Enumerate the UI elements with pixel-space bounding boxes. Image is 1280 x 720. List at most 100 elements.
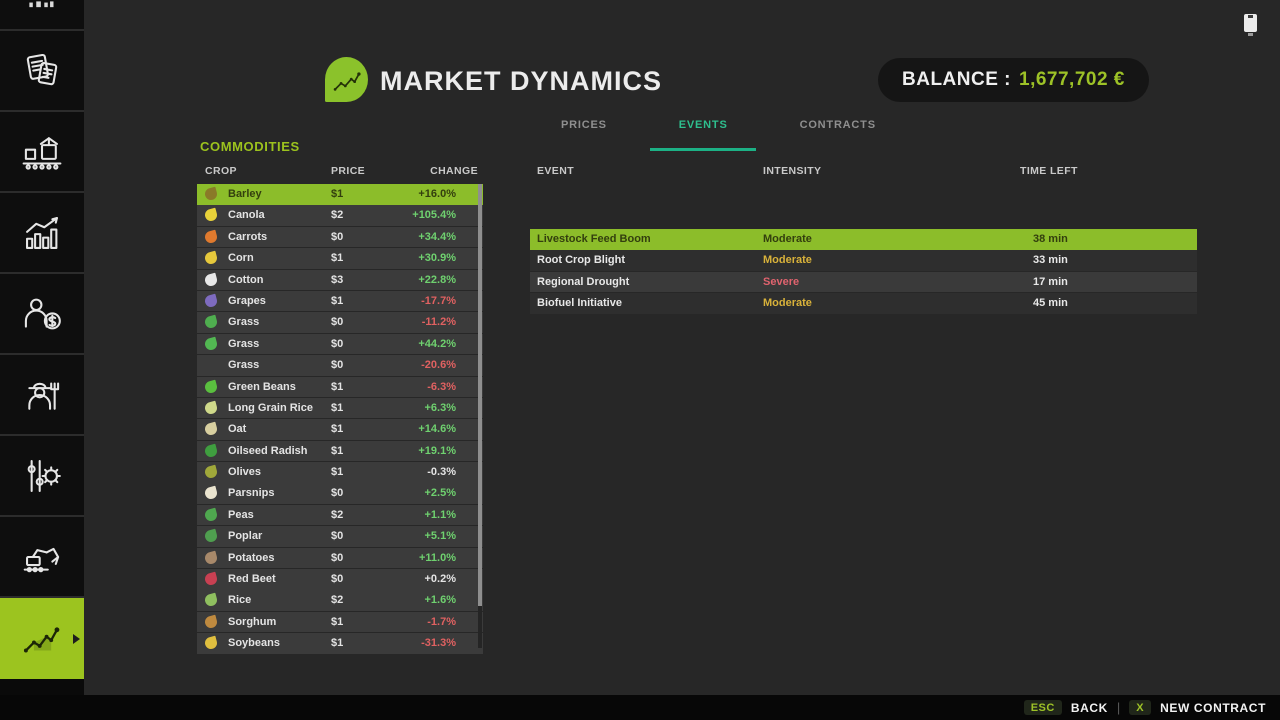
sidebar-item-construction[interactable] <box>0 517 84 598</box>
green-beans-icon <box>203 379 219 394</box>
barley-icon <box>203 186 219 202</box>
commodity-row-red-beet[interactable]: Red Beet $0 +0.2% <box>197 569 483 590</box>
crop-name: Sorghum <box>228 615 277 628</box>
corn-icon <box>203 250 219 266</box>
sorghum-icon <box>203 614 219 630</box>
crop-name: Poplar <box>228 530 263 543</box>
commodity-row-peas[interactable]: Peas $2 +1.1% <box>197 504 483 526</box>
sidebar-item-contracts[interactable] <box>0 31 84 112</box>
crop-change: +1.1% <box>424 508 457 521</box>
crop-name: Oat <box>228 423 247 436</box>
crop-name: Parsnips <box>228 487 275 500</box>
potato-icon <box>203 550 219 565</box>
crop-name: Oilseed Radish <box>228 444 308 457</box>
tab-prices[interactable]: PRICES <box>561 119 607 131</box>
event-name: Livestock Feed Boom <box>537 233 651 245</box>
workers-icon <box>19 372 65 418</box>
crop-change: +16.0% <box>418 188 456 200</box>
sidebar-item-sales[interactable] <box>0 274 84 355</box>
grass-icon <box>203 336 219 352</box>
commodity-row-parsnips[interactable]: Parsnips $0 +2.5% <box>197 483 483 504</box>
event-name: Root Crop Blight <box>537 254 625 267</box>
balance-value: 1,677,702 € <box>1019 69 1125 90</box>
footer-separator: | <box>1116 700 1121 715</box>
column-header-change: CHANGE <box>430 165 478 177</box>
sidebar-item-workers[interactable] <box>0 355 84 436</box>
commodity-row-grass[interactable]: Grass $0 -11.2% <box>197 312 483 333</box>
crop-change: +0.2% <box>424 573 457 586</box>
crop-name: Green Beans <box>228 380 296 393</box>
commodity-scrollbar[interactable] <box>478 184 482 648</box>
commodity-row-oilseed-radish[interactable]: Oilseed Radish $1 +19.1% <box>197 440 483 462</box>
tab-contracts[interactable]: CONTRACTS <box>799 119 876 131</box>
column-header-event: EVENT <box>537 165 575 177</box>
crop-price: $0 <box>331 337 344 350</box>
canola-icon <box>203 208 219 223</box>
crop-name: Carrots <box>228 230 268 243</box>
new-contract-label: NEW CONTRACT <box>1160 700 1266 715</box>
commodity-row-sorghum[interactable]: Sorghum $1 -1.7% <box>197 611 483 633</box>
balance-label: BALANCE : <box>902 69 1011 90</box>
event-row-biofuel-initiative[interactable]: Biofuel Initiative Moderate 45 min <box>530 293 1197 314</box>
commodity-row-cotton[interactable]: Cotton $3 +22.8% <box>197 269 483 291</box>
commodity-row-long-grain-rice[interactable]: Long Grain Rice $1 +6.3% <box>197 397 483 419</box>
crop-price: $0 <box>331 551 344 564</box>
crop-change: +22.8% <box>418 273 456 286</box>
commodity-row-potatoes[interactable]: Potatoes $0 +11.0% <box>197 547 483 569</box>
sidebar-item-production[interactable] <box>0 112 84 193</box>
commodity-row-olives[interactable]: Olives $1 -0.3% <box>197 462 483 483</box>
market-dynamics-logo-icon <box>325 57 368 102</box>
sidebar-item-animals[interactable] <box>0 0 84 31</box>
commodity-row-grass[interactable]: Grass $0 +44.2% <box>197 333 483 355</box>
crop-change: -6.3% <box>427 380 456 393</box>
commodity-row-grapes[interactable]: Grapes $1 -17.7% <box>197 290 483 312</box>
tab-events[interactable]: EVENTS <box>650 119 756 151</box>
commodity-row-poplar[interactable]: Poplar $0 +5.1% <box>197 526 483 547</box>
sidebar-item-settings[interactable] <box>0 436 84 517</box>
commodity-row-canola[interactable]: Canola $2 +105.4% <box>197 205 483 226</box>
event-row-regional-drought[interactable]: Regional Drought Severe 17 min <box>530 271 1197 293</box>
oilseed-radish-icon <box>203 443 219 459</box>
commodity-scrollbar-thumb[interactable] <box>478 184 482 606</box>
event-row-root-crop-blight[interactable]: Root Crop Blight Moderate 33 min <box>530 250 1197 271</box>
commodity-row-carrots[interactable]: Carrots $0 +34.4% <box>197 226 483 248</box>
event-row-livestock-feed-boom[interactable]: Livestock Feed Boom Moderate 38 min <box>530 229 1197 250</box>
battery-icon <box>1244 14 1257 36</box>
crop-price: $1 <box>331 252 344 265</box>
crop-name: Soybeans <box>228 637 280 650</box>
sidebar-item-statistics[interactable] <box>0 193 84 274</box>
crop-name: Barley <box>228 188 262 200</box>
olives-icon <box>203 464 219 480</box>
crop-price: $1 <box>331 444 344 457</box>
crop-price: $3 <box>331 273 344 286</box>
animals-partial-icon <box>19 0 65 12</box>
crop-price: $1 <box>331 637 344 650</box>
commodity-row-grass[interactable]: Grass $0 -20.6% <box>197 355 483 376</box>
commodity-row-oat[interactable]: Oat $1 +14.6% <box>197 419 483 440</box>
commodities-title: COMMODITIES <box>200 139 300 154</box>
crop-change: +1.6% <box>424 594 457 607</box>
carrot-icon <box>203 229 219 245</box>
sidebar-item-market-dynamics[interactable] <box>0 598 84 679</box>
commodity-row-soybeans[interactable]: Soybeans $1 -31.3% <box>197 633 483 654</box>
crop-price: $2 <box>331 209 344 222</box>
red-beet-icon <box>203 571 219 587</box>
back-button[interactable]: ESC BACK <box>1023 700 1108 715</box>
new-contract-button[interactable]: X NEW CONTRACT <box>1129 700 1266 715</box>
crop-price: $0 <box>331 573 344 586</box>
x-key-badge: X <box>1129 700 1152 715</box>
commodity-row-corn[interactable]: Corn $1 +30.9% <box>197 248 483 269</box>
contracts-icon <box>19 48 65 94</box>
crop-change: -20.6% <box>421 359 456 372</box>
commodity-row-rice[interactable]: Rice $2 +1.6% <box>197 590 483 611</box>
event-intensity: Severe <box>763 275 800 288</box>
event-time-left: 33 min <box>1033 254 1068 267</box>
crop-price: $1 <box>331 615 344 628</box>
crop-change: -1.7% <box>427 615 456 628</box>
column-header-intensity: INTENSITY <box>763 165 822 177</box>
crop-change: +105.4% <box>412 209 456 222</box>
crop-name: Corn <box>228 252 254 265</box>
commodity-row-green-beans[interactable]: Green Beans $1 -6.3% <box>197 376 483 398</box>
crop-price: $1 <box>331 401 344 414</box>
commodity-row-barley[interactable]: Barley $1 +16.0% <box>197 184 483 205</box>
